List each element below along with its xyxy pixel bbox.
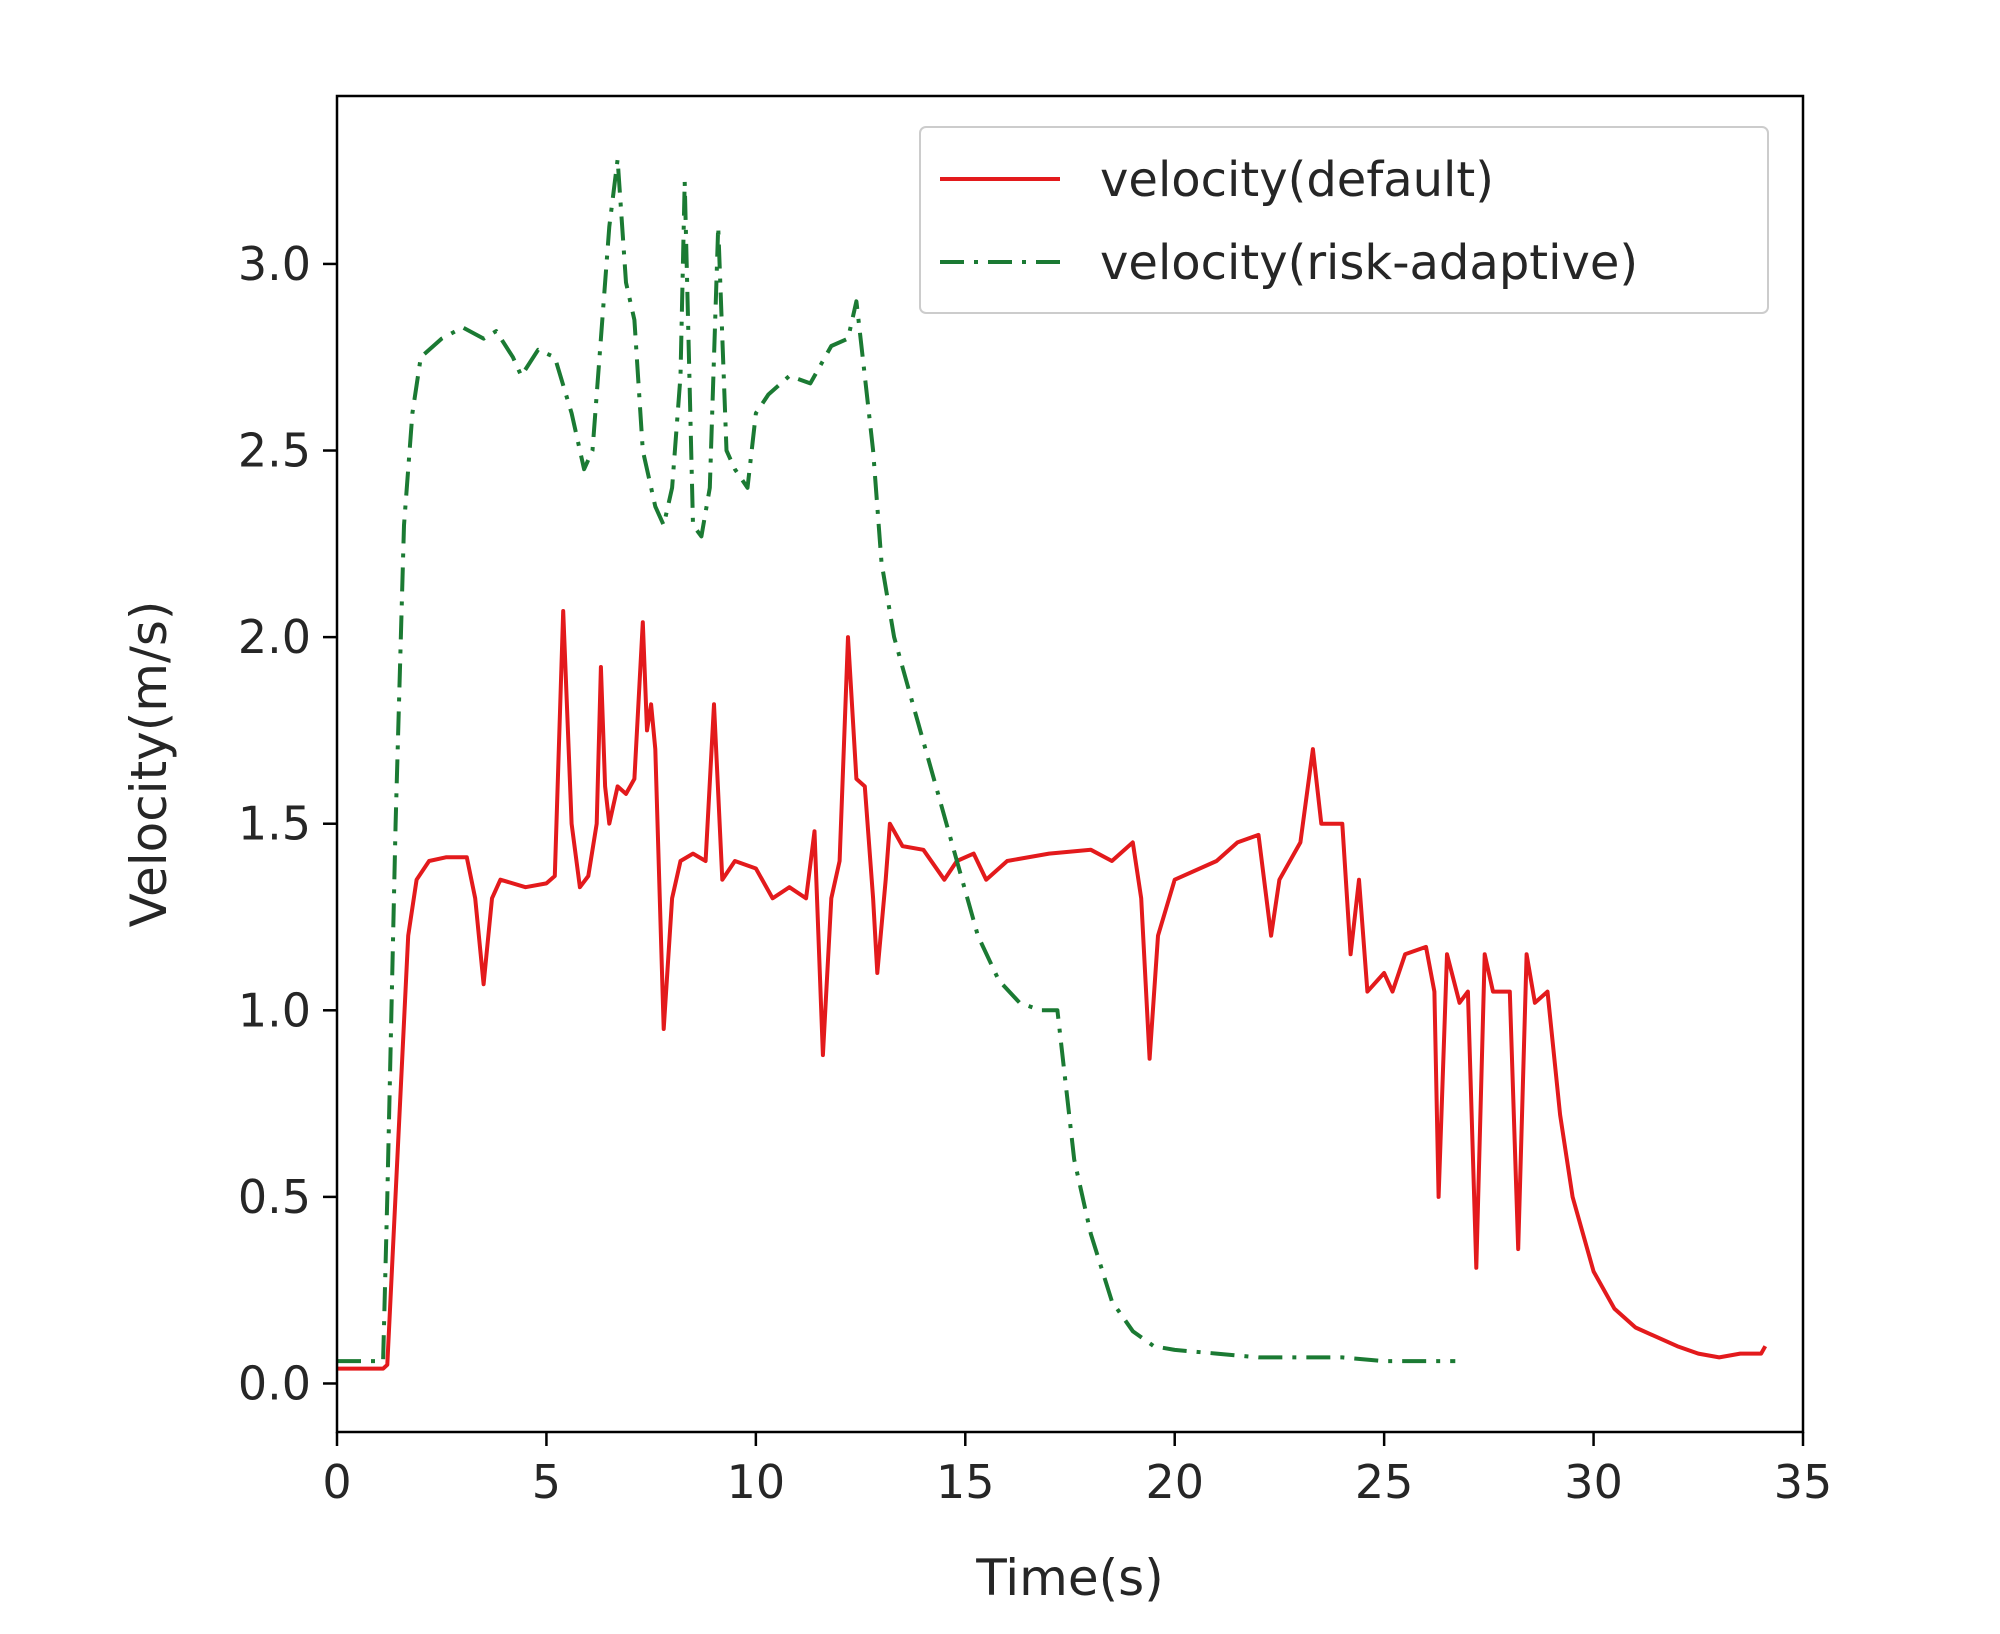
series-layer bbox=[337, 157, 1768, 1371]
plot-area bbox=[337, 96, 1803, 1432]
y-tick-label: 1.5 bbox=[238, 797, 311, 851]
x-tick-label: 25 bbox=[1355, 1455, 1414, 1509]
x-tick-label: 20 bbox=[1145, 1455, 1204, 1509]
y-tick-label: 1.0 bbox=[238, 983, 311, 1037]
x-tick-label: 5 bbox=[532, 1455, 561, 1509]
y-tick-label: 3.0 bbox=[238, 237, 311, 291]
y-tick-label: 0.0 bbox=[238, 1356, 311, 1410]
y-axis-label: Velocity(m/s) bbox=[120, 601, 178, 928]
x-tick-label: 10 bbox=[727, 1455, 786, 1509]
x-axis-label: Time(s) bbox=[975, 1549, 1163, 1607]
legend-label-default: velocity(default) bbox=[1100, 152, 1494, 208]
plot-frame bbox=[335, 94, 1805, 1434]
y-tick-label: 0.5 bbox=[238, 1170, 311, 1224]
y-tick-label: 2.5 bbox=[238, 424, 311, 478]
y-tick-label: 2.0 bbox=[238, 610, 311, 664]
series-line-default bbox=[337, 609, 1768, 1371]
legend: velocity(default) velocity(risk-adaptive… bbox=[919, 126, 1769, 314]
x-axis: 0 5 10 15 20 25 30 35 bbox=[322, 1432, 1832, 1509]
legend-label-risk-adaptive: velocity(risk-adaptive) bbox=[1100, 235, 1638, 291]
legend-box bbox=[919, 126, 1769, 314]
x-tick-label: 35 bbox=[1774, 1455, 1833, 1509]
series-line-risk-adaptive bbox=[337, 157, 1456, 1364]
y-axis: 0.0 0.5 1.0 1.5 2.0 2.5 3.0 bbox=[238, 237, 337, 1410]
x-tick-label: 0 bbox=[322, 1455, 351, 1509]
x-tick-label: 30 bbox=[1564, 1455, 1623, 1509]
x-tick-label: 15 bbox=[936, 1455, 995, 1509]
